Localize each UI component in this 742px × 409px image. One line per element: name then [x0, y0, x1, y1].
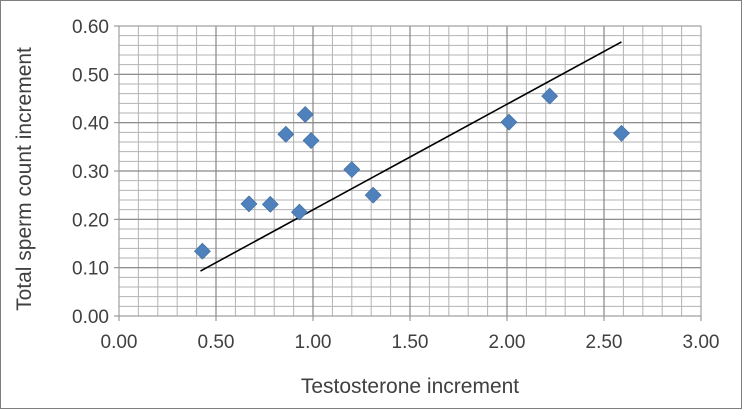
data-point	[261, 195, 279, 213]
y-tick-label: 0.40	[72, 114, 109, 135]
x-tick-label: 0.50	[198, 332, 235, 353]
data-point	[500, 113, 518, 131]
data-point	[364, 186, 382, 204]
x-tick-label: 3.00	[683, 332, 720, 353]
data-point	[613, 124, 630, 142]
x-tick-label: 0.00	[101, 332, 138, 353]
data-point	[302, 132, 320, 149]
data-point	[290, 203, 308, 221]
data-point	[343, 161, 361, 178]
data-point	[240, 195, 258, 213]
x-tick-label: 2.00	[489, 332, 526, 353]
x-tick-label: 2.50	[586, 332, 623, 353]
y-tick-label: 0.50	[72, 65, 109, 86]
x-tick-label: 1.50	[392, 332, 429, 353]
y-tick-label: 0.30	[72, 162, 109, 183]
y-tick-label: 0.10	[72, 259, 109, 280]
y-axis-ticks: 0.00 0.10 0.20 0.30 0.40 0.50 0.60	[72, 17, 119, 328]
x-axis-ticks: 0.00 0.50 1.00 1.50 2.00 2.50 3.00	[101, 316, 720, 353]
x-axis-title: Testosterone increment	[301, 375, 519, 398]
y-tick-label: 0.00	[72, 307, 109, 328]
linear-trendline	[200, 41, 622, 272]
data-point	[193, 242, 211, 260]
major-gridlines	[118, 25, 702, 317]
x-tick-label: 1.00	[295, 332, 332, 353]
data-points	[193, 87, 630, 260]
y-tick-label: 0.20	[72, 210, 109, 231]
y-axis-title: Total sperm count increment	[13, 47, 36, 311]
data-point	[277, 125, 295, 143]
data-point	[296, 106, 314, 123]
y-tick-label: 0.60	[72, 17, 109, 38]
data-point	[541, 87, 559, 105]
